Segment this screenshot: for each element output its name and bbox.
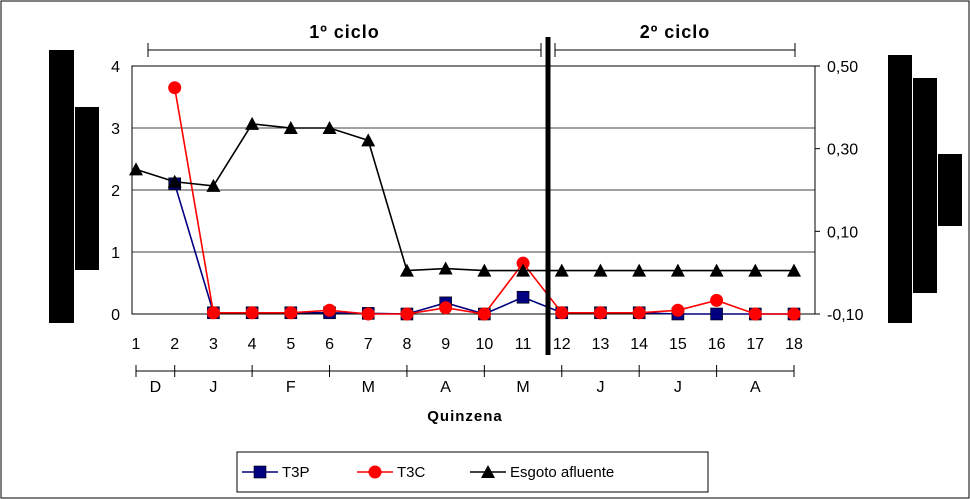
x-tick-14: 14 [630, 336, 648, 353]
x-tick-7: 7 [364, 336, 373, 353]
x-tick-2: 2 [170, 336, 179, 353]
x-tick-12: 12 [553, 336, 571, 353]
y-left-tick-2: 2 [111, 183, 120, 200]
month-label-7: J [596, 379, 604, 396]
redaction-bar-1 [49, 50, 74, 323]
cycle-label-2: 2º ciclo [640, 22, 711, 42]
redaction-bar-4 [913, 78, 937, 293]
month-label-4: M [362, 379, 375, 396]
legend-label-t3p: T3P [282, 464, 310, 481]
x-tick-10: 10 [475, 336, 493, 353]
y-left-tick-0: 0 [111, 307, 120, 324]
point-t3c-3 [207, 306, 220, 319]
x-tick-4: 4 [248, 336, 257, 353]
redaction-bar-2 [75, 107, 99, 270]
x-tick-9: 9 [441, 336, 450, 353]
month-label-6: M [516, 379, 529, 396]
legend-marker-t3c [369, 466, 382, 479]
y-right-tick-0,50: 0,50 [827, 59, 858, 76]
point-t3p-16 [711, 308, 723, 320]
x-tick-18: 18 [785, 336, 803, 353]
cycle-label-1: 1º ciclo [309, 22, 380, 42]
month-label-3: F [286, 379, 296, 396]
point-t3c-7 [362, 308, 375, 321]
point-t3c-8 [400, 308, 413, 321]
x-tick-17: 17 [746, 336, 764, 353]
legend-label-esgoto-afluente: Esgoto afluente [510, 464, 614, 481]
point-t3c-10 [478, 308, 491, 321]
y-left-tick-4: 4 [111, 59, 120, 76]
x-tick-5: 5 [286, 336, 295, 353]
point-t3c-9 [439, 301, 452, 314]
point-t3p-11 [517, 291, 529, 303]
point-t3c-12 [555, 306, 568, 319]
point-t3c-4 [246, 306, 259, 319]
y-right-tick-0,30: 0,30 [827, 142, 858, 159]
month-label-8: J [674, 379, 682, 396]
x-tick-8: 8 [402, 336, 411, 353]
y-right-tick--0,10: -0,10 [827, 307, 864, 324]
x-tick-1: 1 [132, 336, 141, 353]
point-t3c-14 [633, 306, 646, 319]
point-t3c-17 [749, 308, 762, 321]
point-t3c-5 [284, 306, 297, 319]
point-t3c-2 [168, 81, 181, 94]
redaction-bar-3 [888, 55, 912, 323]
month-label-9: A [750, 379, 761, 396]
x-tick-15: 15 [669, 336, 687, 353]
y-left-tick-3: 3 [111, 121, 120, 138]
legend-label-t3c: T3C [397, 464, 426, 481]
month-label-5: A [440, 379, 451, 396]
point-t3c-18 [788, 308, 801, 321]
x-tick-11: 11 [515, 336, 532, 353]
point-t3c-15 [671, 304, 684, 317]
month-label-2: J [209, 379, 217, 396]
point-t3c-6 [323, 304, 336, 317]
x-tick-6: 6 [325, 336, 334, 353]
legend-marker-t3p [254, 466, 266, 478]
redaction-bar-5 [938, 154, 962, 226]
x-axis-title: Quinzena [427, 408, 503, 425]
month-label-1: D [150, 379, 162, 396]
x-tick-13: 13 [592, 336, 610, 353]
y-right-tick-0,10: 0,10 [827, 224, 858, 241]
x-tick-16: 16 [708, 336, 726, 353]
x-tick-3: 3 [209, 336, 218, 353]
y-left-tick-1: 1 [111, 245, 120, 262]
point-t3c-16 [710, 294, 723, 307]
point-t3c-13 [594, 306, 607, 319]
